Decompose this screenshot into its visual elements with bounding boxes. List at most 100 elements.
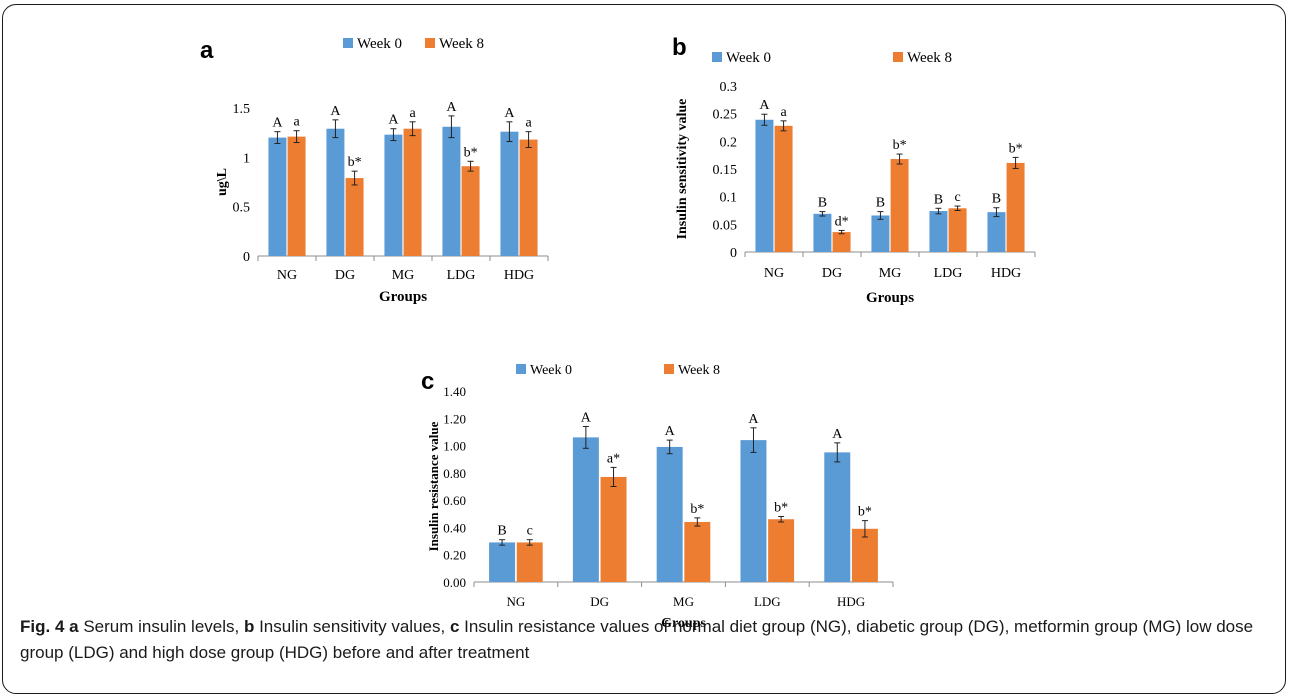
figure-caption: Fig. 4 a Serum insulin levels, b Insulin… — [20, 614, 1270, 666]
significance-label: a — [409, 106, 416, 121]
y-tick-label: 0.05 — [713, 218, 738, 233]
legend-label: Week 8 — [439, 36, 484, 52]
category-label: HDG — [504, 268, 534, 283]
significance-label: b* — [858, 505, 872, 520]
caption-label: Fig. 4 — [20, 617, 65, 636]
significance-label: A — [832, 427, 843, 442]
significance-label: A — [748, 412, 759, 427]
significance-label: B — [818, 196, 827, 211]
y-tick-label: 0.3 — [720, 80, 738, 95]
bar-week8 — [287, 136, 306, 256]
bar-week0 — [871, 215, 890, 252]
category-label: NG — [764, 266, 784, 281]
significance-label: b* — [690, 502, 704, 517]
y-tick-label: 1.5 — [233, 102, 251, 117]
y-tick-label: 0.25 — [713, 108, 738, 123]
bar-week8 — [768, 519, 795, 582]
bar-week8 — [890, 159, 909, 252]
bar-week0 — [987, 212, 1006, 252]
significance-label: d* — [835, 214, 849, 229]
bar-week0 — [824, 452, 851, 582]
significance-label: a — [293, 115, 300, 130]
category-label: NG — [507, 594, 526, 609]
bar-week8 — [461, 166, 480, 256]
bar-week8 — [851, 528, 878, 582]
panel-letter: a — [200, 37, 214, 64]
significance-label: A — [759, 98, 770, 113]
legend-label: Week 8 — [907, 50, 952, 66]
bar-week0 — [326, 128, 345, 256]
bar-week8 — [832, 232, 851, 252]
y-tick-label: 0 — [730, 246, 737, 261]
caption-text-a: Serum insulin levels, — [78, 617, 244, 636]
bar-week8 — [774, 125, 793, 252]
panel-letter: b — [672, 34, 687, 61]
caption-panel-c: c — [449, 617, 460, 636]
y-tick-label: 0.40 — [443, 520, 466, 535]
bar-week0 — [489, 542, 516, 582]
significance-label: a* — [607, 451, 620, 466]
category-label: LDG — [447, 268, 476, 283]
x-axis-title: Groups — [661, 616, 706, 631]
legend-swatch — [343, 38, 353, 48]
legend-swatch — [516, 364, 526, 374]
significance-label: c — [954, 190, 960, 205]
category-label: LDG — [934, 266, 963, 281]
bar-week0 — [740, 440, 767, 582]
category-label: LDG — [754, 594, 781, 609]
y-tick-label: 0.60 — [443, 493, 466, 508]
category-label: NG — [277, 268, 297, 283]
panel-letter: c — [421, 368, 434, 395]
significance-label: B — [497, 524, 506, 539]
significance-label: B — [876, 196, 885, 211]
significance-label: A — [446, 100, 457, 115]
legend-swatch — [664, 364, 674, 374]
category-label: MG — [673, 594, 694, 609]
significance-label: A — [504, 106, 515, 121]
category-label: MG — [392, 268, 415, 283]
significance-label: A — [388, 113, 399, 128]
legend-label: Week 0 — [530, 363, 572, 378]
y-tick-label: 0 — [243, 250, 250, 265]
figure-frame — [2, 4, 1286, 694]
chart-panel-a: a Week 0 Week 8 0 0.5 1 1.5 A a NG Ab* DG A a MG Ab* LDG… — [200, 36, 549, 305]
bar-week0 — [500, 131, 519, 256]
legend-label: Week 8 — [678, 363, 720, 378]
bar-week0 — [572, 437, 599, 582]
y-tick-label: 0.2 — [720, 135, 738, 150]
category-label: MG — [879, 266, 902, 281]
y-tick-label: 1.00 — [443, 439, 466, 454]
caption-text-c: Insulin resistance values of normal diet… — [20, 617, 1254, 662]
legend-swatch — [425, 38, 435, 48]
y-tick-label: 0.15 — [713, 163, 738, 178]
bar-week0 — [813, 213, 832, 252]
y-axis-title: ug\L — [215, 168, 230, 196]
category-label: DG — [822, 266, 842, 281]
significance-label: b* — [893, 138, 907, 153]
caption-text-b: Insulin sensitivity values, — [254, 617, 450, 636]
bar-week8 — [519, 139, 538, 256]
y-tick-label: 1.40 — [443, 384, 466, 399]
bar-week0 — [656, 446, 683, 582]
bar-week0 — [929, 211, 948, 252]
significance-label: a — [525, 116, 532, 131]
significance-label: A — [272, 116, 283, 131]
significance-label: b* — [774, 501, 788, 516]
significance-label: A — [330, 104, 341, 119]
category-label: DG — [590, 594, 609, 609]
category-label: HDG — [991, 266, 1021, 281]
bar-week8 — [345, 178, 364, 256]
significance-label: A — [665, 424, 676, 439]
bar-week8 — [403, 128, 422, 256]
legend-swatch — [712, 52, 722, 62]
bar-week0 — [268, 137, 287, 256]
bar-week0 — [755, 119, 774, 253]
chart-panel-b: b Week 0 Week 8 0 0.05 0.1 0.15 0.2 0.25 0.3 A a NG B… — [672, 34, 1036, 306]
y-tick-label: 0.00 — [443, 575, 466, 590]
bar-week8 — [1006, 162, 1025, 252]
significance-label: B — [992, 192, 1001, 207]
significance-label: c — [527, 524, 533, 539]
legend-swatch — [893, 52, 903, 62]
y-tick-label: 0.80 — [443, 466, 466, 481]
significance-label: b* — [464, 145, 478, 160]
